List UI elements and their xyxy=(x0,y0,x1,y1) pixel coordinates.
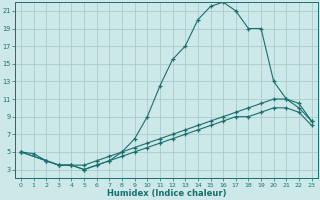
X-axis label: Humidex (Indice chaleur): Humidex (Indice chaleur) xyxy=(107,189,226,198)
